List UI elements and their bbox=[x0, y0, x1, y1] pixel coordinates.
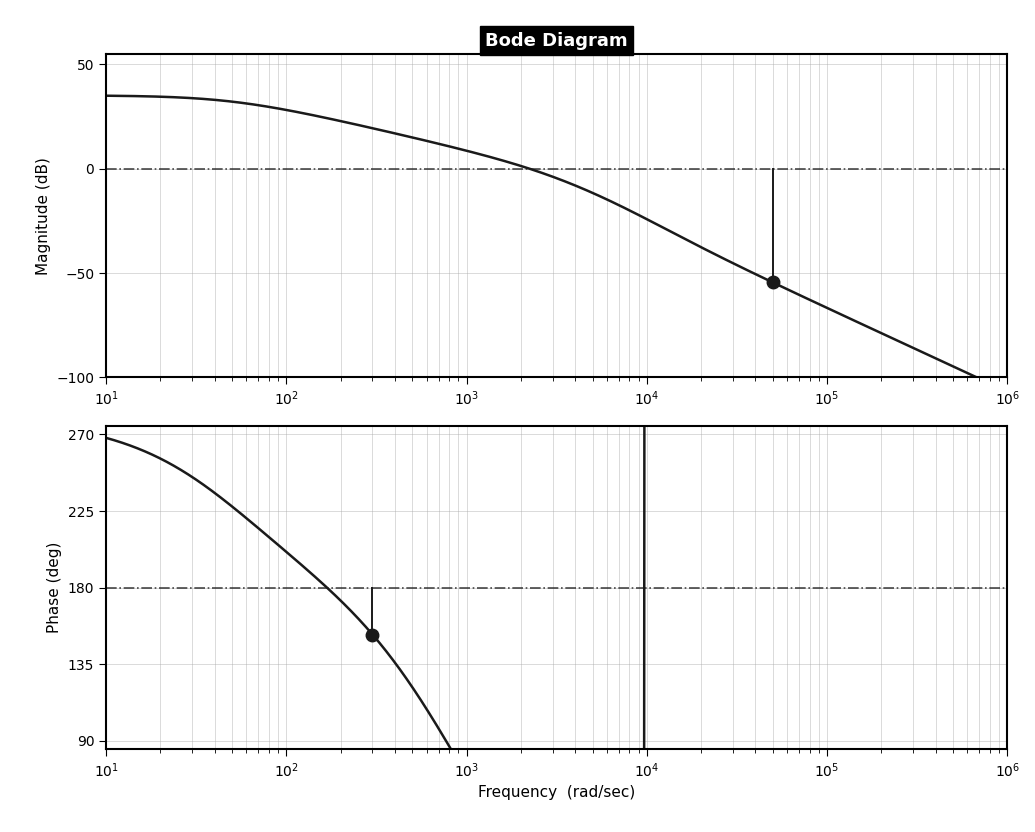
Y-axis label: Phase (deg): Phase (deg) bbox=[48, 542, 62, 633]
Y-axis label: Magnitude (dB): Magnitude (dB) bbox=[35, 156, 51, 275]
Title: Bode Diagram: Bode Diagram bbox=[485, 32, 628, 50]
X-axis label: Frequency  (rad/sec): Frequency (rad/sec) bbox=[478, 785, 635, 800]
